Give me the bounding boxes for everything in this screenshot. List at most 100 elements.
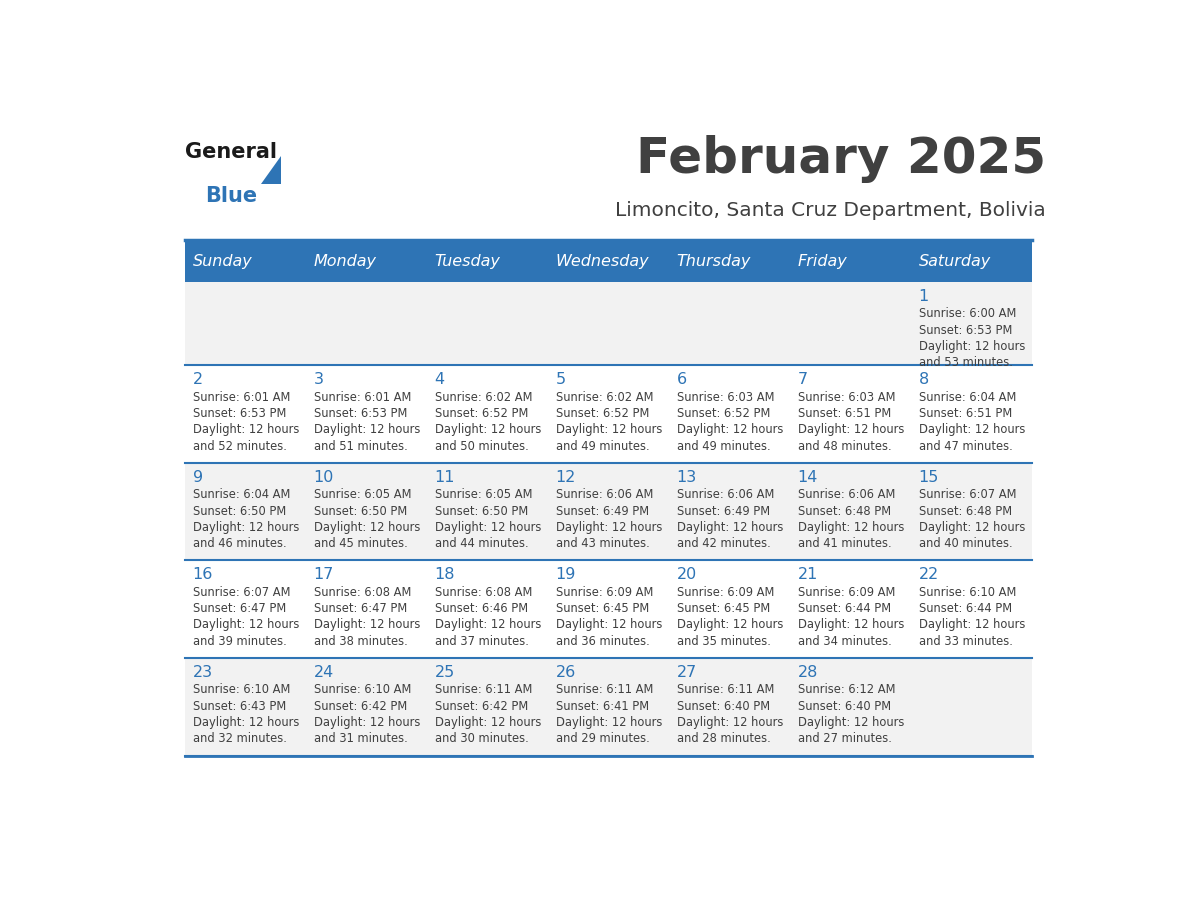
Text: Daylight: 12 hours: Daylight: 12 hours: [556, 423, 662, 436]
Text: Thursday: Thursday: [677, 254, 751, 269]
Text: Daylight: 12 hours: Daylight: 12 hours: [435, 521, 541, 534]
Text: and 37 minutes.: and 37 minutes.: [435, 634, 529, 648]
Text: Sunset: 6:47 PM: Sunset: 6:47 PM: [314, 602, 407, 615]
Text: Sunrise: 6:04 AM: Sunrise: 6:04 AM: [192, 488, 290, 501]
Text: Daylight: 12 hours: Daylight: 12 hours: [314, 619, 421, 632]
Text: Sunset: 6:40 PM: Sunset: 6:40 PM: [797, 700, 891, 712]
Text: Sunrise: 6:01 AM: Sunrise: 6:01 AM: [192, 391, 290, 404]
Text: Daylight: 12 hours: Daylight: 12 hours: [192, 521, 299, 534]
Text: Sunset: 6:53 PM: Sunset: 6:53 PM: [918, 324, 1012, 337]
Text: Sunrise: 6:07 AM: Sunrise: 6:07 AM: [192, 586, 290, 599]
Text: Daylight: 12 hours: Daylight: 12 hours: [918, 521, 1025, 534]
Text: Sunrise: 6:01 AM: Sunrise: 6:01 AM: [314, 391, 411, 404]
Text: Sunrise: 6:11 AM: Sunrise: 6:11 AM: [556, 683, 653, 697]
Text: Saturday: Saturday: [918, 254, 991, 269]
Text: 16: 16: [192, 567, 213, 583]
Text: Daylight: 12 hours: Daylight: 12 hours: [918, 619, 1025, 632]
Text: and 27 minutes.: and 27 minutes.: [797, 733, 892, 745]
Text: Sunrise: 6:09 AM: Sunrise: 6:09 AM: [677, 586, 775, 599]
Text: Sunrise: 6:06 AM: Sunrise: 6:06 AM: [677, 488, 775, 501]
Text: 25: 25: [435, 665, 455, 680]
Text: Sunset: 6:45 PM: Sunset: 6:45 PM: [677, 602, 770, 615]
Text: and 28 minutes.: and 28 minutes.: [677, 733, 771, 745]
Text: Sunset: 6:52 PM: Sunset: 6:52 PM: [677, 407, 770, 420]
Text: Sunrise: 6:10 AM: Sunrise: 6:10 AM: [314, 683, 411, 697]
Text: Sunrise: 6:04 AM: Sunrise: 6:04 AM: [918, 391, 1016, 404]
Text: Sunset: 6:50 PM: Sunset: 6:50 PM: [435, 505, 527, 518]
Text: Blue: Blue: [206, 185, 258, 206]
Text: Sunset: 6:49 PM: Sunset: 6:49 PM: [556, 505, 649, 518]
Text: and 49 minutes.: and 49 minutes.: [677, 440, 770, 453]
Bar: [185, 282, 1032, 365]
Text: Daylight: 12 hours: Daylight: 12 hours: [314, 716, 421, 729]
Text: Sunset: 6:40 PM: Sunset: 6:40 PM: [677, 700, 770, 712]
Text: and 42 minutes.: and 42 minutes.: [677, 537, 771, 550]
Text: Daylight: 12 hours: Daylight: 12 hours: [435, 716, 541, 729]
Text: Sunset: 6:52 PM: Sunset: 6:52 PM: [556, 407, 649, 420]
Text: 23: 23: [192, 665, 213, 680]
Text: and 49 minutes.: and 49 minutes.: [556, 440, 650, 453]
Text: Sunset: 6:44 PM: Sunset: 6:44 PM: [918, 602, 1012, 615]
Bar: [185, 365, 1032, 463]
Text: Sunset: 6:42 PM: Sunset: 6:42 PM: [314, 700, 407, 712]
Text: February 2025: February 2025: [636, 135, 1047, 183]
Text: Sunset: 6:49 PM: Sunset: 6:49 PM: [677, 505, 770, 518]
Text: Sunrise: 6:07 AM: Sunrise: 6:07 AM: [918, 488, 1016, 501]
Text: 13: 13: [677, 470, 697, 485]
Text: Daylight: 12 hours: Daylight: 12 hours: [192, 423, 299, 436]
Text: Daylight: 12 hours: Daylight: 12 hours: [556, 521, 662, 534]
Text: Daylight: 12 hours: Daylight: 12 hours: [677, 716, 783, 729]
Text: Sunrise: 6:08 AM: Sunrise: 6:08 AM: [435, 586, 532, 599]
Text: Monday: Monday: [314, 254, 377, 269]
Text: and 50 minutes.: and 50 minutes.: [435, 440, 529, 453]
Text: 5: 5: [556, 373, 565, 387]
Text: Sunrise: 6:09 AM: Sunrise: 6:09 AM: [556, 586, 653, 599]
Text: Sunset: 6:53 PM: Sunset: 6:53 PM: [314, 407, 407, 420]
Text: 3: 3: [314, 373, 323, 387]
Text: and 47 minutes.: and 47 minutes.: [918, 440, 1012, 453]
Text: Sunrise: 6:05 AM: Sunrise: 6:05 AM: [435, 488, 532, 501]
Text: Daylight: 12 hours: Daylight: 12 hours: [797, 521, 904, 534]
Text: 7: 7: [797, 373, 808, 387]
Text: Sunrise: 6:06 AM: Sunrise: 6:06 AM: [556, 488, 653, 501]
Text: Daylight: 12 hours: Daylight: 12 hours: [677, 619, 783, 632]
Text: and 35 minutes.: and 35 minutes.: [677, 634, 771, 648]
Text: Daylight: 12 hours: Daylight: 12 hours: [918, 423, 1025, 436]
Bar: [185, 463, 1032, 560]
Text: Sunrise: 6:11 AM: Sunrise: 6:11 AM: [435, 683, 532, 697]
Text: 15: 15: [918, 470, 939, 485]
Text: and 51 minutes.: and 51 minutes.: [314, 440, 407, 453]
Text: Daylight: 12 hours: Daylight: 12 hours: [797, 423, 904, 436]
Polygon shape: [261, 156, 282, 185]
Text: Daylight: 12 hours: Daylight: 12 hours: [192, 716, 299, 729]
Text: 1: 1: [918, 289, 929, 304]
Text: Daylight: 12 hours: Daylight: 12 hours: [314, 521, 421, 534]
Text: 19: 19: [556, 567, 576, 583]
Text: Daylight: 12 hours: Daylight: 12 hours: [435, 423, 541, 436]
Text: 9: 9: [192, 470, 203, 485]
Text: 14: 14: [797, 470, 819, 485]
Text: Sunrise: 6:11 AM: Sunrise: 6:11 AM: [677, 683, 775, 697]
Text: Tuesday: Tuesday: [435, 254, 500, 269]
Text: and 40 minutes.: and 40 minutes.: [918, 537, 1012, 550]
Text: 27: 27: [677, 665, 697, 680]
Text: Sunset: 6:42 PM: Sunset: 6:42 PM: [435, 700, 527, 712]
Text: Sunset: 6:52 PM: Sunset: 6:52 PM: [435, 407, 529, 420]
Text: and 36 minutes.: and 36 minutes.: [556, 634, 650, 648]
Text: 20: 20: [677, 567, 697, 583]
Text: Sunset: 6:51 PM: Sunset: 6:51 PM: [918, 407, 1012, 420]
Text: Limoncito, Santa Cruz Department, Bolivia: Limoncito, Santa Cruz Department, Bolivi…: [615, 201, 1047, 219]
Text: Daylight: 12 hours: Daylight: 12 hours: [797, 716, 904, 729]
Text: Daylight: 12 hours: Daylight: 12 hours: [677, 521, 783, 534]
Text: 6: 6: [677, 373, 687, 387]
Text: 10: 10: [314, 470, 334, 485]
Text: and 48 minutes.: and 48 minutes.: [797, 440, 891, 453]
Text: Daylight: 12 hours: Daylight: 12 hours: [918, 340, 1025, 353]
Bar: [185, 241, 1032, 282]
Text: Sunrise: 6:06 AM: Sunrise: 6:06 AM: [797, 488, 895, 501]
Bar: [185, 560, 1032, 658]
Text: Sunset: 6:48 PM: Sunset: 6:48 PM: [918, 505, 1012, 518]
Text: Sunset: 6:44 PM: Sunset: 6:44 PM: [797, 602, 891, 615]
Text: Sunday: Sunday: [192, 254, 252, 269]
Text: Sunrise: 6:10 AM: Sunrise: 6:10 AM: [192, 683, 290, 697]
